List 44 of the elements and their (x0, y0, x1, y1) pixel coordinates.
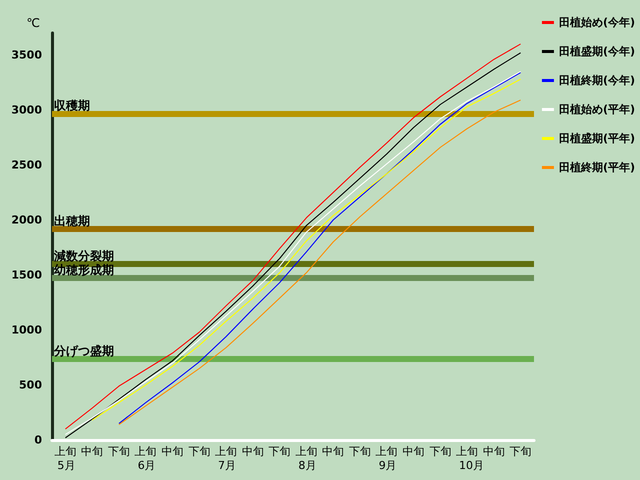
legend-label: 田植盛期(今年) (558, 45, 636, 58)
legend-label: 田植盛期(平年) (558, 132, 636, 145)
x-tick-label: 中旬 (322, 445, 344, 458)
y-tick-label: 1000 (11, 324, 42, 336)
ref-line-label: 収穫期 (54, 98, 90, 112)
text: 10月 (459, 459, 484, 472)
x-tick-label: 中旬 (242, 445, 264, 458)
x-tick-label: 下旬 (348, 445, 371, 458)
y-tick-label: 2500 (11, 158, 42, 172)
x-tick-label: 中旬 (402, 445, 424, 458)
ref-line-label: 分げつ盛期 (53, 344, 114, 358)
x-tick-label: 上旬 (295, 445, 318, 458)
x-tick-label: 中旬 (482, 445, 505, 458)
legend-label: 田植始め(平年) (558, 103, 636, 116)
legend-label: 田植始め(今年) (558, 16, 636, 29)
x-tick-label: 下旬 (268, 445, 291, 458)
ref-line-label: 出穂期 (54, 214, 90, 228)
x-tick-label: 上旬 (54, 445, 76, 458)
x-tick-label: 上旬 (456, 445, 478, 458)
text: 5月 (57, 459, 76, 472)
legend-label: 田植終期(平年) (558, 161, 636, 174)
y-tick-label: 3000 (11, 104, 42, 116)
x-tick-label: 上旬 (376, 445, 398, 458)
legend-label: 田植終期(今年) (558, 74, 636, 87)
y-axis-title: ℃ (26, 16, 40, 30)
x-tick-label: 中旬 (162, 445, 184, 458)
y-tick-label: 0 (34, 434, 42, 446)
x-tick-label: 下旬 (429, 445, 452, 458)
y-tick-label: 2000 (11, 214, 42, 226)
x-tick-label: 上旬 (215, 445, 238, 458)
x-tick-label: 下旬 (108, 445, 130, 458)
text: 8月 (298, 459, 316, 472)
x-tick-label: 中旬 (81, 445, 104, 458)
ref-line-label: 減数分裂期 (53, 249, 114, 263)
x-tick-label: 下旬 (510, 445, 532, 458)
ref-line-label: 幼穂形成期 (54, 262, 114, 277)
text: 6月 (138, 459, 156, 472)
text: 7月 (218, 459, 236, 472)
text: 9月 (378, 459, 397, 472)
y-tick-label: 500 (19, 378, 42, 392)
y-tick-label: 3500 (11, 48, 42, 62)
x-tick-label: 下旬 (188, 445, 210, 458)
x-tick-label: 上旬 (134, 445, 157, 458)
y-tick-label: 1500 (11, 268, 42, 282)
